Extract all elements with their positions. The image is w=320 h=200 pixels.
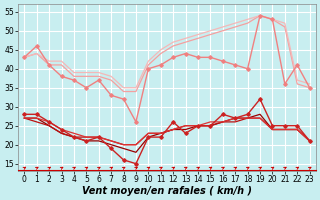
X-axis label: Vent moyen/en rafales ( km/h ): Vent moyen/en rafales ( km/h ) <box>82 186 252 196</box>
